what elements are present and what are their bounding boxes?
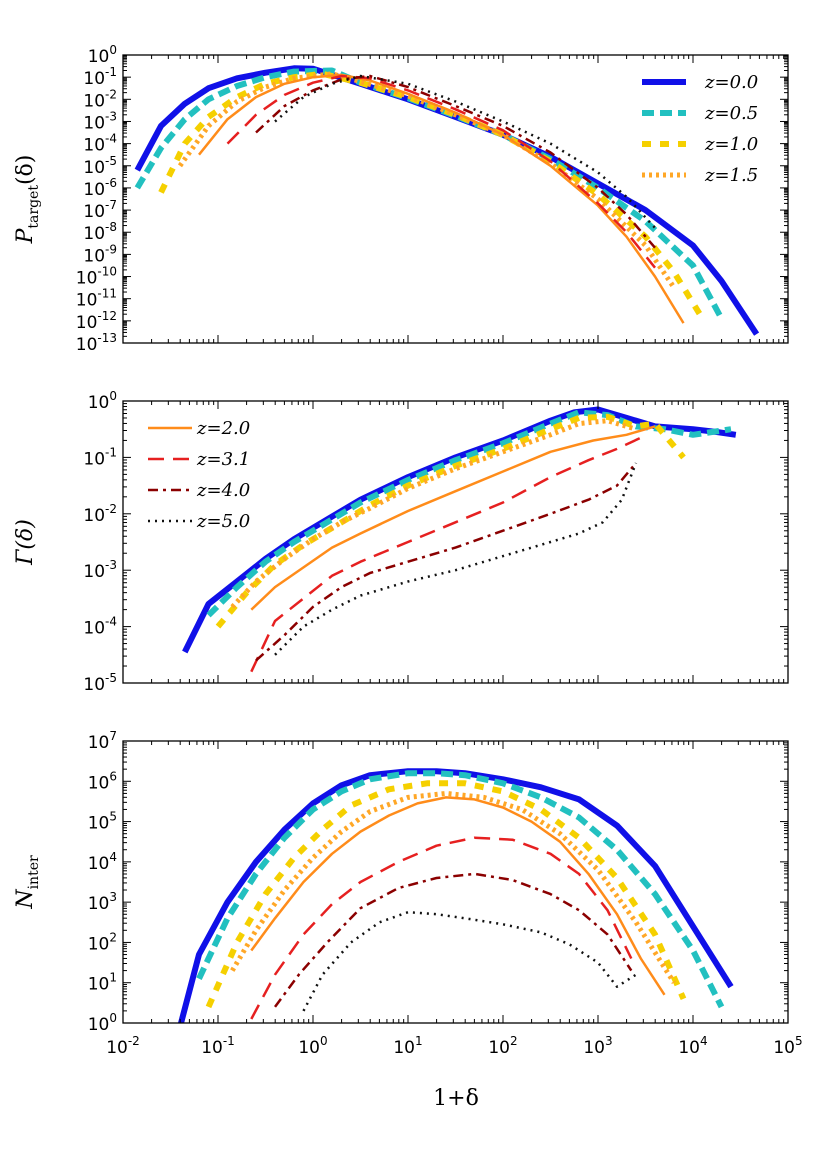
y-tick-label: 106 bbox=[88, 769, 117, 793]
y-tick-label: 10-6 bbox=[83, 176, 117, 200]
x-tick-label: 10-2 bbox=[106, 1034, 140, 1058]
y-tick-label: 10-12 bbox=[76, 309, 117, 333]
x-tick-label: 102 bbox=[488, 1034, 517, 1058]
x-tick-label: 105 bbox=[773, 1034, 802, 1058]
series-line-z=1.0 bbox=[215, 413, 686, 629]
panel-1: 10-1310-1210-1110-1010-910-810-710-610-5… bbox=[13, 43, 789, 355]
series-group bbox=[182, 406, 737, 673]
x-tick-label: 104 bbox=[678, 1034, 707, 1058]
panel-3: 100 101 102 103 104 105 106 107 10-2 10-1 100 101 10… bbox=[13, 729, 803, 1058]
y-tick-label: 10-5 bbox=[83, 671, 117, 695]
series-line-z=4.0 bbox=[273, 872, 633, 1008]
plot-frame bbox=[122, 400, 789, 684]
y-tick-label: 10-1 bbox=[83, 65, 117, 89]
series-line-z=4.0 bbox=[255, 74, 656, 249]
ticks bbox=[122, 740, 789, 1024]
legend-label: z=5.0 bbox=[196, 511, 250, 532]
legend-label: z=4.0 bbox=[196, 480, 250, 501]
series-group bbox=[177, 768, 734, 1023]
series-line-z=2.0 bbox=[250, 796, 666, 996]
x-tick-label: 100 bbox=[298, 1034, 327, 1058]
y-axis-label: Ptarget(δ) bbox=[13, 155, 42, 245]
y-tick-label: 10-8 bbox=[83, 220, 117, 244]
y-tick-label: 10-3 bbox=[83, 109, 117, 133]
legend-label: z=1.5 bbox=[704, 165, 758, 186]
y-tick-label: 105 bbox=[88, 810, 117, 834]
y-tick-label: 107 bbox=[88, 729, 117, 753]
series-line-z=1.0 bbox=[205, 780, 687, 1009]
y-tick-label: 104 bbox=[88, 850, 117, 874]
series-line-z=5.0 bbox=[302, 910, 637, 1012]
y-tick-label: 10-9 bbox=[83, 242, 117, 266]
ticks bbox=[122, 400, 789, 684]
series-line-z=4.0 bbox=[255, 462, 637, 662]
y-tick-label: 10-4 bbox=[83, 615, 117, 639]
y-tick-label: 10-11 bbox=[76, 287, 117, 311]
series-line-z=0.5 bbox=[206, 409, 732, 618]
panel-2: 10-5 10-4 10-3 10-2 10-1 100 Γ(δ) z=2.0 z=3.1 z=4… bbox=[13, 389, 789, 695]
legend-label: z=0.5 bbox=[704, 103, 758, 124]
x-tick-label: 10-1 bbox=[201, 1034, 235, 1058]
y-tick-label: 10-13 bbox=[76, 331, 117, 355]
y-tick-label: 10-2 bbox=[83, 502, 117, 526]
series-line-z=0.0 bbox=[182, 406, 737, 654]
y-tick-label: 10-2 bbox=[83, 87, 117, 111]
x-tick-label: 101 bbox=[393, 1034, 422, 1058]
y-tick-label: 10-5 bbox=[83, 154, 117, 178]
series-line-z=5.0 bbox=[274, 74, 656, 229]
series-line-z=1.5 bbox=[177, 71, 677, 290]
plot-frame bbox=[122, 54, 789, 344]
y-axis-label: Ninter bbox=[13, 855, 42, 910]
legend: z=2.0 z=3.1 z=4.0 z=5.0 bbox=[148, 418, 250, 532]
series-line-z=1.5 bbox=[230, 418, 637, 609]
y-tick-label: 100 bbox=[88, 389, 117, 413]
series-line-z=0.5 bbox=[196, 770, 725, 1009]
x-tick-label: 103 bbox=[583, 1034, 612, 1058]
y-tick-label: 100 bbox=[88, 43, 117, 67]
y-tick-label: 10-4 bbox=[83, 132, 117, 156]
series-line-z=3.1 bbox=[250, 836, 633, 1020]
series-line-z=2.0 bbox=[250, 425, 656, 611]
ticks bbox=[122, 54, 789, 344]
legend-label: z=0.0 bbox=[704, 72, 758, 93]
y-tick-label: 10-3 bbox=[83, 558, 117, 582]
legend-label: z=3.1 bbox=[196, 449, 250, 470]
y-tick-label: 10-1 bbox=[83, 445, 117, 469]
legend: z=0.0 z=0.5 z=1.0 z=1.5 bbox=[642, 72, 758, 186]
y-tick-label: 10-7 bbox=[83, 198, 117, 222]
panels: 10-1310-1210-1110-1010-910-810-710-610-5… bbox=[13, 43, 803, 1058]
legend-label: z=1.0 bbox=[704, 134, 758, 155]
y-tick-label: 101 bbox=[88, 971, 117, 995]
series-line-z=3.1 bbox=[226, 74, 656, 269]
series-line-z=0.0 bbox=[177, 768, 734, 1023]
y-tick-label: 10-10 bbox=[76, 265, 117, 289]
y-tick-label: 102 bbox=[88, 930, 117, 954]
y-tick-label: 103 bbox=[88, 890, 117, 914]
y-axis-label: Γ(δ) bbox=[13, 519, 38, 566]
series-line-z=3.1 bbox=[250, 436, 642, 673]
x-axis-label: 1+δ bbox=[433, 1086, 479, 1111]
series-line-z=1.0 bbox=[158, 70, 706, 321]
series-line-z=2.0 bbox=[198, 73, 685, 324]
y-tick-label: 100 bbox=[88, 1011, 117, 1035]
plot-frame bbox=[122, 740, 789, 1024]
series-group bbox=[134, 65, 760, 336]
legend-label: z=2.0 bbox=[196, 418, 250, 439]
